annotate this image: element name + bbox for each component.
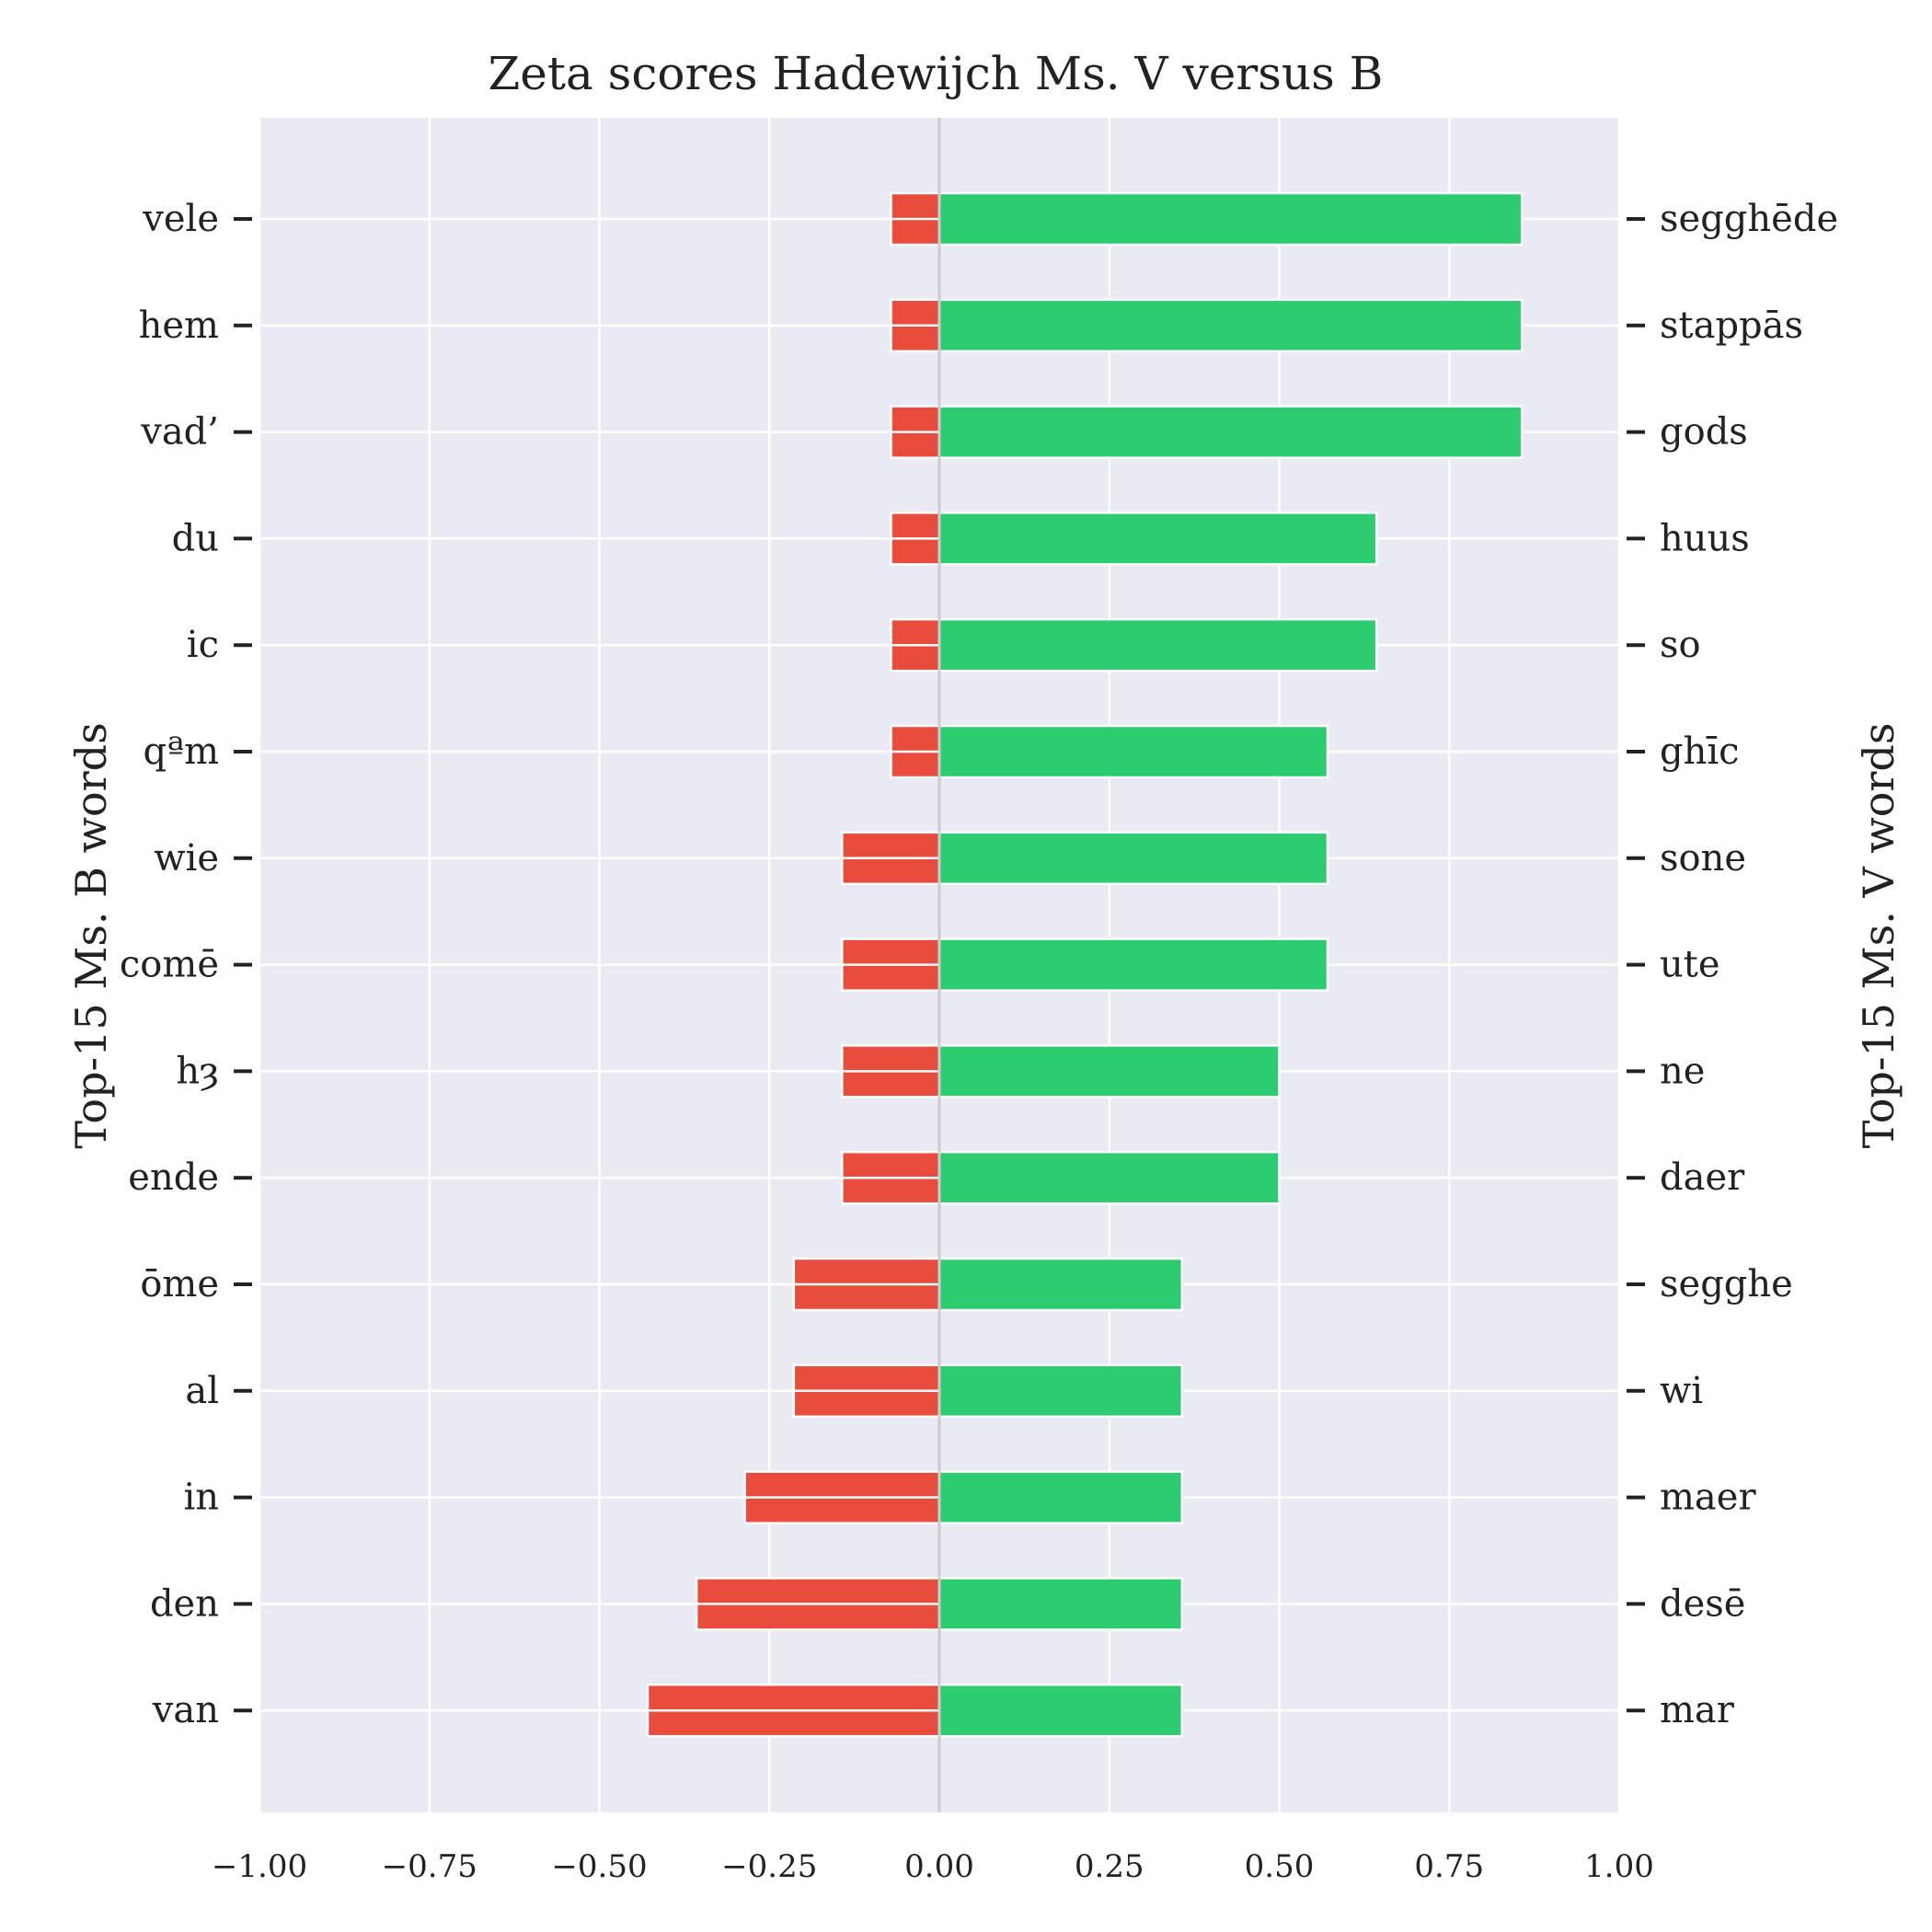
chart-title: Zeta scores Hadewijch Ms. V versus B <box>489 47 1384 100</box>
x-tick-label: 0.25 <box>1075 1848 1144 1885</box>
left-category-label: hȝ <box>176 1050 219 1092</box>
bars <box>646 191 1524 1738</box>
x-tick-label: 0.75 <box>1414 1848 1484 1885</box>
left-category-label: in <box>183 1477 219 1519</box>
bar-positive <box>937 191 1524 247</box>
left-category-label: al <box>185 1370 219 1412</box>
bar-positive <box>937 1470 1184 1524</box>
left-category-label: den <box>150 1582 219 1625</box>
bar-positive <box>937 937 1329 992</box>
x-tick-label: −0.75 <box>382 1848 477 1885</box>
right-category-label: daer <box>1660 1156 1745 1199</box>
left-category-label: ende <box>128 1156 219 1199</box>
right-category-label: segghēde <box>1660 198 1838 240</box>
left-category-label: hem <box>139 305 219 347</box>
left-category-label: wie <box>154 837 219 880</box>
bar-positive <box>937 1150 1281 1205</box>
right-category-label: desē <box>1660 1582 1745 1625</box>
left-category-label: ōme <box>140 1263 219 1305</box>
x-tick-label: −1.00 <box>212 1848 307 1885</box>
right-category-label: wi <box>1660 1370 1703 1412</box>
bar-positive <box>937 1363 1184 1419</box>
left-category-label: comē <box>120 944 219 986</box>
x-tick-label: −0.25 <box>721 1848 817 1885</box>
left-category-label: van <box>152 1689 219 1731</box>
right-category-label: sone <box>1660 837 1746 880</box>
right-category-label: gods <box>1660 411 1748 454</box>
right-category-label: so <box>1660 624 1701 666</box>
left-axis-label: Top-15 Ms. B words <box>66 722 116 1148</box>
left-category-label: vele <box>142 198 219 240</box>
x-tick-label: 1.00 <box>1584 1848 1654 1885</box>
bar-positive <box>937 405 1524 459</box>
x-tick-label: 0.50 <box>1245 1848 1315 1885</box>
left-category-label: du <box>172 517 219 559</box>
bar-positive <box>937 512 1378 566</box>
right-category-label: ne <box>1660 1050 1705 1092</box>
right-axis-label: Top-15 Ms. V words <box>1854 723 1903 1149</box>
right-category-label: maer <box>1660 1477 1756 1519</box>
left-category-label: qªm <box>143 730 219 773</box>
bar-positive <box>937 1257 1184 1312</box>
right-category-label: ghīc <box>1660 730 1740 773</box>
bar-positive <box>937 1683 1184 1738</box>
right-category-label: huus <box>1660 517 1750 559</box>
x-tick-label: 0.00 <box>904 1848 974 1885</box>
bar-positive <box>937 1044 1281 1098</box>
right-category-axis: segghēde stappās gods huus so ghīc sone ute ne da… <box>1627 198 1838 1731</box>
x-tick-label: −0.50 <box>551 1848 647 1885</box>
x-axis: −1.00 −0.75 −0.50 −0.25 0.00 0.25 0.50 0.75 1.00 <box>212 1848 1654 1885</box>
left-category-label: ic <box>187 624 219 666</box>
right-category-label: segghe <box>1660 1263 1793 1305</box>
bar-positive <box>937 831 1329 886</box>
bar-positive <box>937 617 1378 673</box>
right-category-label: stappās <box>1660 305 1803 347</box>
left-category-label: vad’ <box>140 411 219 454</box>
bar-positive <box>937 724 1329 779</box>
left-category-axis: vele hem vad’ du ic qªm wie comē hȝ ende ōme al in de… <box>120 198 252 1731</box>
bar-positive <box>937 298 1524 353</box>
right-category-label: mar <box>1660 1689 1735 1731</box>
bar-positive <box>937 1577 1184 1631</box>
right-category-label: ute <box>1660 944 1720 986</box>
